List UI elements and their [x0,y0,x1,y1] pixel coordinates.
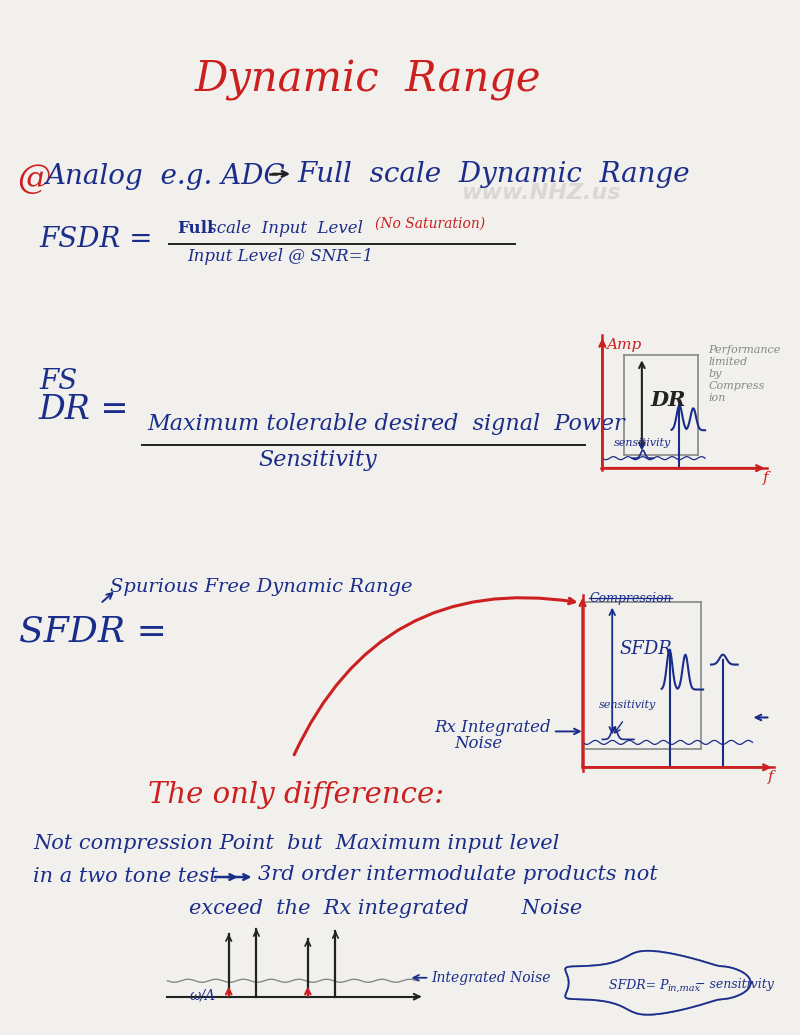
Text: Integrated Noise: Integrated Noise [431,971,551,984]
Text: ω/A: ω/A [189,988,215,1003]
Text: DR: DR [650,390,686,410]
Text: @: @ [18,162,50,195]
Text: in,max: in,max [667,983,701,993]
Text: Dynamic  Range: Dynamic Range [194,59,541,101]
Text: (No Saturation): (No Saturation) [375,216,485,231]
Text: FSDR =: FSDR = [39,226,153,253]
Text: in a two tone test: in a two tone test [33,867,218,886]
Text: Compress: Compress [708,381,765,391]
Text: Spurious Free Dynamic Range: Spurious Free Dynamic Range [110,578,413,596]
Text: Compression: Compression [590,592,672,604]
Text: sensitivity: sensitivity [614,438,671,448]
Text: FS: FS [39,368,77,395]
Text: DR =: DR = [39,394,130,426]
Text: Input Level @ SNR=1: Input Level @ SNR=1 [187,247,374,265]
Text: Performance: Performance [708,346,781,355]
Text: Full  scale  Dynamic  Range: Full scale Dynamic Range [298,161,690,188]
Text: SFDR= P: SFDR= P [610,979,669,992]
Text: Not compression Point  but  Maximum input level: Not compression Point but Maximum input … [33,834,559,853]
Text: Noise: Noise [515,899,582,918]
Text: f: f [762,471,768,485]
Text: f: f [768,770,774,785]
Text: Noise: Noise [454,736,502,752]
Text: The only difference:: The only difference: [148,781,444,809]
Polygon shape [566,951,750,1014]
Text: Sensitivity: Sensitivity [258,449,377,471]
Text: − sensitivity: − sensitivity [691,978,774,990]
Text: SFDR =: SFDR = [19,615,167,649]
Text: SFDR: SFDR [619,640,672,657]
Text: ion: ion [708,393,726,404]
Text: sensitivity: sensitivity [599,700,657,710]
Text: 3rd order intermodulate products not: 3rd order intermodulate products not [258,865,658,884]
Text: scale  Input  Level: scale Input Level [203,219,363,237]
Text: Analog  e.g. ADC: Analog e.g. ADC [45,162,285,190]
Text: Rx Integrated: Rx Integrated [434,719,551,737]
Text: limited: limited [708,357,747,367]
Text: Amp: Amp [606,338,642,353]
Text: Full: Full [178,219,214,237]
Text: exceed  the  Rx integrated: exceed the Rx integrated [189,899,469,918]
Text: Maximum tolerable desired  signal  Power: Maximum tolerable desired signal Power [148,413,626,436]
Text: by: by [708,369,722,380]
Text: www.NHZ.us: www.NHZ.us [461,183,621,203]
